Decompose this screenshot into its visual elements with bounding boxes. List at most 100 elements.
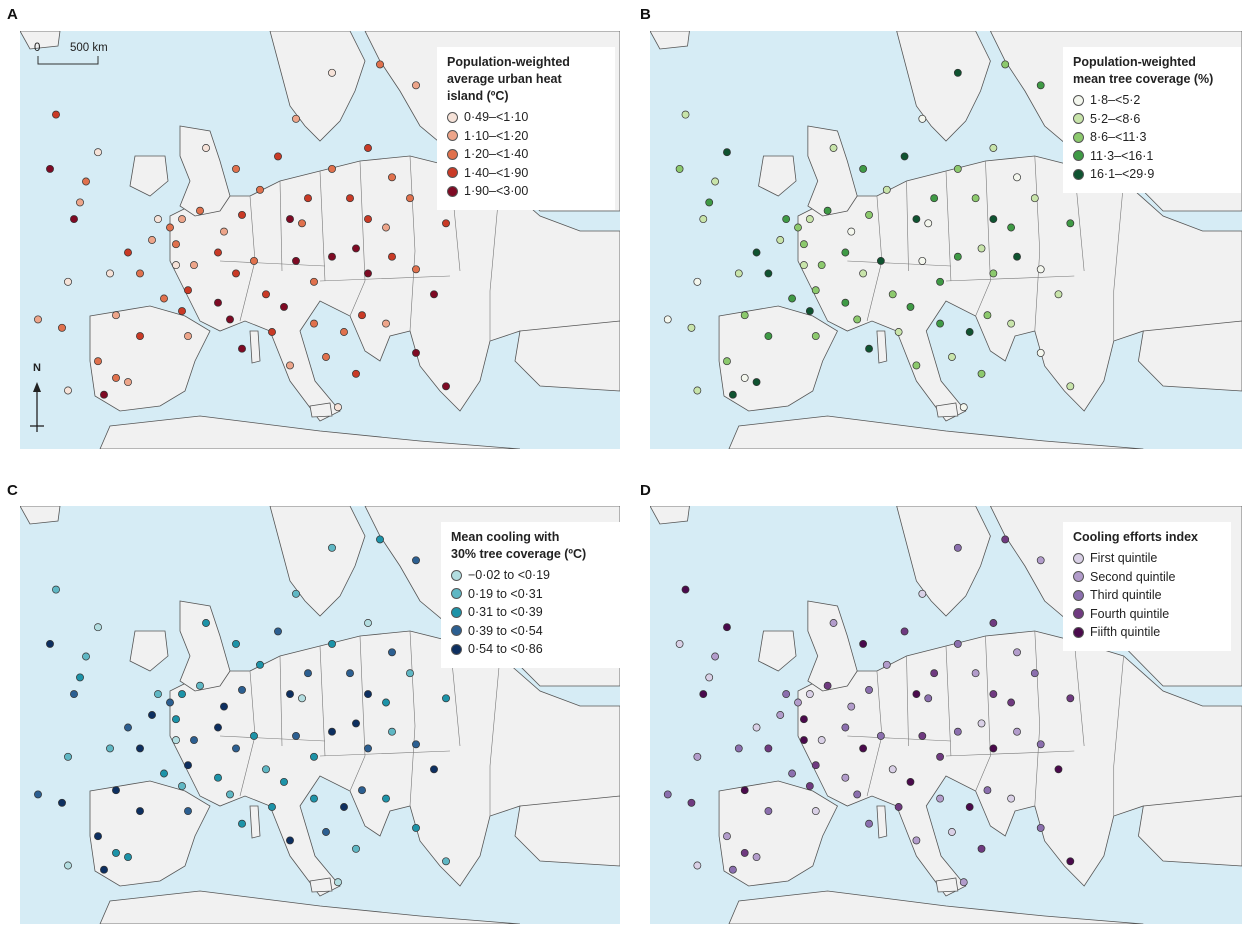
legend-title-line: Population-weighted [1073, 55, 1196, 69]
city-marker [64, 752, 72, 761]
country-border [906, 655, 909, 747]
city-marker [764, 332, 773, 341]
city-marker [256, 660, 264, 669]
legend-title-line: Mean cooling with [451, 530, 560, 544]
city-marker [794, 698, 802, 707]
city-marker [1066, 382, 1075, 391]
city-marker [376, 60, 384, 69]
city-marker [675, 639, 684, 648]
city-marker [1036, 740, 1045, 749]
landmass [797, 155, 1242, 422]
city-marker [364, 215, 372, 224]
legend-label: 1·20–<1·40 [464, 147, 529, 161]
legend-item: 1·8–<5·2 [1073, 91, 1231, 110]
city-marker [238, 344, 246, 353]
legend-swatch [447, 111, 458, 123]
city-marker [1013, 252, 1021, 261]
city-marker [817, 736, 826, 745]
city-marker [112, 786, 120, 795]
legend-a: Population-weighted average urban heat i… [437, 47, 615, 210]
city-marker [912, 215, 921, 224]
city-marker [1001, 60, 1010, 69]
legend-swatch [1073, 168, 1084, 180]
legend-swatch [1073, 150, 1084, 162]
city-marker [70, 690, 78, 699]
city-marker [681, 585, 690, 594]
city-marker [250, 731, 258, 740]
city-marker [238, 819, 246, 828]
north-label: N [33, 362, 41, 374]
city-marker [865, 685, 873, 694]
landmass [89, 305, 211, 412]
city-marker [829, 144, 838, 152]
legend-swatch [1073, 589, 1084, 601]
country-border [219, 735, 326, 742]
landmass [876, 805, 888, 839]
city-marker [912, 361, 921, 370]
country-border [906, 180, 909, 272]
city-marker [214, 773, 222, 782]
city-marker [900, 627, 909, 636]
city-marker [154, 215, 162, 224]
legend-label: 0·49–<1·10 [464, 110, 529, 124]
city-marker [328, 68, 336, 77]
city-marker [1013, 173, 1021, 182]
city-marker [800, 715, 808, 724]
city-marker [882, 660, 891, 669]
city-marker [918, 731, 927, 740]
city-marker [918, 256, 927, 265]
landmass [728, 890, 1144, 924]
city-marker [406, 194, 414, 203]
city-marker [406, 669, 414, 678]
city-marker [728, 390, 737, 399]
city-marker [853, 790, 862, 799]
city-marker [442, 857, 450, 866]
city-marker [70, 215, 78, 224]
city-marker [829, 619, 838, 627]
city-marker [1066, 694, 1075, 703]
country-border [409, 630, 416, 807]
city-marker [699, 690, 708, 699]
city-marker [989, 690, 998, 699]
landmass [758, 155, 797, 197]
city-marker [977, 369, 986, 378]
city-marker [286, 215, 294, 224]
city-marker [184, 286, 192, 295]
city-marker [292, 589, 300, 598]
city-marker [166, 223, 174, 232]
city-marker [859, 269, 868, 278]
city-marker [286, 836, 294, 845]
city-marker [310, 277, 318, 286]
north-arrow-icon [30, 382, 44, 432]
city-marker [334, 403, 342, 412]
country-border [319, 275, 451, 282]
city-marker [805, 307, 814, 316]
legend-item: 11·3–<16·1 [1073, 147, 1231, 166]
city-marker [876, 731, 885, 740]
city-marker [800, 261, 808, 270]
city-marker [924, 219, 933, 228]
country-border [1113, 655, 1124, 816]
city-marker [148, 711, 156, 719]
city-marker [959, 403, 968, 412]
legend-label: Fourth quintile [1090, 606, 1170, 621]
city-marker [953, 68, 962, 77]
city-marker [782, 690, 791, 699]
city-marker [364, 619, 372, 627]
city-marker [412, 556, 420, 565]
city-marker [340, 328, 348, 336]
legend-label: 1·90–<3·00 [464, 184, 529, 198]
city-marker [310, 752, 318, 761]
legend-item: 0·19 to <0·31 [451, 585, 611, 604]
legend-item: 0·39 to <0·54 [451, 622, 611, 641]
city-marker [346, 669, 354, 678]
city-marker [214, 298, 222, 307]
city-marker [912, 836, 921, 845]
city-marker [859, 164, 868, 173]
city-marker [948, 828, 956, 836]
panel-letter-b: B [640, 6, 651, 23]
city-marker [202, 619, 210, 627]
landmass [718, 780, 838, 887]
city-marker [430, 290, 438, 299]
city-marker [776, 236, 785, 244]
